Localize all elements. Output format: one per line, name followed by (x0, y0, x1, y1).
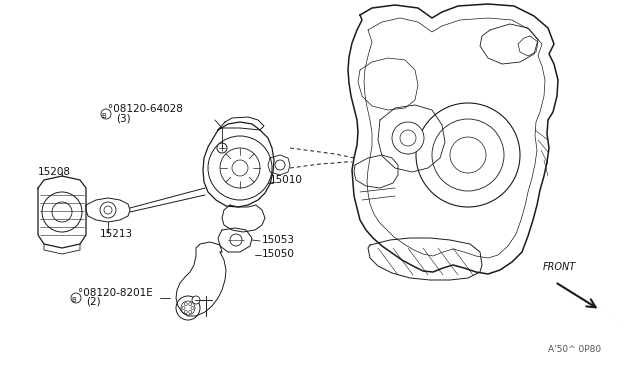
Text: °08120-8201E: °08120-8201E (78, 288, 153, 298)
Text: 15010: 15010 (270, 175, 303, 185)
Text: °08120-64028: °08120-64028 (108, 104, 183, 114)
Circle shape (416, 103, 520, 207)
Circle shape (217, 143, 227, 153)
Text: (3): (3) (116, 113, 131, 123)
Circle shape (104, 206, 112, 214)
Circle shape (191, 307, 194, 310)
Circle shape (181, 301, 195, 315)
Circle shape (100, 202, 116, 218)
Circle shape (101, 109, 111, 119)
Circle shape (192, 296, 200, 304)
Text: (2): (2) (86, 297, 100, 307)
Text: 15213: 15213 (100, 229, 133, 239)
Circle shape (184, 310, 188, 313)
Circle shape (432, 119, 504, 191)
Text: 15208: 15208 (38, 167, 71, 177)
Circle shape (189, 302, 192, 306)
Circle shape (42, 192, 82, 232)
Text: 15053: 15053 (262, 235, 295, 245)
Circle shape (275, 160, 285, 170)
Circle shape (220, 148, 260, 188)
Text: 15050: 15050 (262, 249, 295, 259)
Circle shape (400, 130, 416, 146)
Circle shape (392, 122, 424, 154)
Text: FRONT: FRONT (543, 262, 576, 272)
Circle shape (52, 202, 72, 222)
Circle shape (176, 296, 200, 320)
Circle shape (71, 293, 81, 303)
Text: B: B (102, 113, 106, 119)
Text: B: B (72, 297, 76, 303)
Circle shape (230, 234, 242, 246)
Text: A'50^ 0P80: A'50^ 0P80 (548, 345, 601, 354)
Circle shape (450, 137, 486, 173)
Circle shape (232, 160, 248, 176)
Circle shape (184, 302, 188, 306)
Circle shape (189, 310, 192, 313)
Circle shape (208, 136, 272, 200)
Circle shape (182, 307, 185, 310)
